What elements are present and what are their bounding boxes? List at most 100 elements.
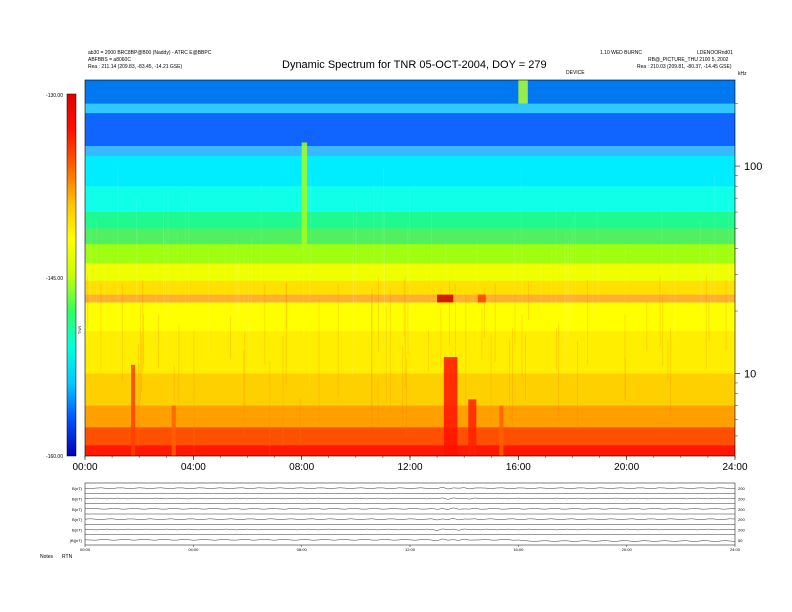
spectrum-streak (555, 199, 557, 333)
colorbar (66, 93, 77, 457)
spectrum-band-8 (85, 244, 735, 264)
spectrum-streak (407, 284, 409, 355)
spectrum-band-2 (85, 113, 735, 147)
spectrum-streak (286, 282, 288, 330)
spectrum-streak (163, 217, 165, 351)
spectrum-streak (371, 293, 372, 428)
x-tick-label: 20:00 (614, 462, 639, 473)
panel-row-label: |B|(nT) (70, 538, 83, 543)
spectrum-streak (236, 237, 238, 317)
spectrum-streak (167, 191, 169, 318)
spectrum-band-16 (85, 427, 735, 446)
spectrum-bands (85, 80, 735, 456)
spectrum-streak (352, 255, 353, 377)
panel-tick-label: 00:00 (80, 547, 91, 552)
spectrum-band-6 (85, 212, 735, 229)
header-info-left-1: ab30 = 2000 BRC8BP@B00 (Naddy) - ATRC E@… (88, 50, 212, 56)
spectrum-streak (163, 190, 164, 303)
spectrum-band-14 (85, 373, 735, 407)
spectrum-streak (731, 187, 733, 307)
spectrum-streak (244, 331, 246, 414)
spectrum-streak (138, 344, 139, 448)
spectrum-streak (699, 220, 701, 311)
spectrum-streak (624, 314, 626, 399)
spectrum-band-4 (85, 155, 735, 187)
panel-row-label: B(nT) (72, 507, 83, 512)
spectrum-streak (352, 211, 354, 323)
spectrum-streak (624, 247, 626, 308)
spectrum-streak (264, 283, 266, 365)
spectrum-streak (243, 251, 245, 351)
spectrum-streak (193, 329, 195, 455)
spectrum-streak (384, 251, 385, 306)
chart-title: Dynamic Spectrum for TNR 05-OCT-2004, DO… (282, 59, 547, 71)
header-info-right-1: 1.10 WED BURNC (600, 50, 642, 56)
spectrum-streak (481, 308, 483, 360)
spectrum-streak (565, 235, 566, 367)
spectrum-streak (188, 191, 190, 301)
panel-trace (84, 507, 736, 510)
spectrum-band-1 (85, 103, 735, 114)
spectrum-streak (705, 275, 707, 370)
y-tick-label: 100 (744, 161, 762, 173)
spectrum-burst-0 (443, 357, 458, 456)
spectrum-streak (353, 247, 354, 372)
spectrum-streak (587, 280, 589, 365)
spectrum-streak (670, 328, 671, 419)
panel-tick-label: 08:00 (297, 547, 308, 552)
spectrum-streak (431, 207, 432, 340)
spectrum-streak (520, 170, 522, 298)
spectrum-streak (407, 226, 408, 352)
spectrum-streak (285, 283, 287, 385)
spectrum-streak (714, 173, 716, 301)
panel-row-value: 200 (738, 528, 745, 533)
spectrum-streak (514, 234, 515, 305)
spectrum-streak (524, 334, 526, 401)
spectrum-streak (556, 328, 557, 370)
colorbar-tick-mid: -145.00 (46, 276, 63, 282)
spectrum-streak (476, 237, 478, 357)
spectrum-streak (373, 186, 375, 304)
spectrum-burst-1 (468, 399, 477, 456)
spectrum-streak (659, 275, 661, 348)
spectrum-streak (140, 333, 142, 392)
spectrum-streak (90, 220, 92, 316)
spectrum-streak (551, 251, 552, 327)
spectrum-streak (185, 204, 187, 320)
spectrum-streak (490, 333, 492, 424)
spectrum-streak (121, 282, 123, 382)
spectrum-streak (234, 252, 236, 375)
spectrum-streak (382, 168, 384, 298)
spectrum-streak (247, 256, 249, 357)
spectrum-band-11 (85, 294, 735, 303)
spectrum-band-3 (85, 145, 735, 157)
colorbar-tick-top: -130.00 (46, 93, 63, 99)
spectrum-streak (661, 210, 663, 299)
panel-tick-label: 24:00 (730, 547, 741, 552)
x-tick-label: 00:00 (72, 462, 97, 473)
spectrum-streak (598, 243, 600, 320)
spectrum-streak (118, 265, 120, 362)
spectrum-streak (646, 300, 648, 352)
spectrum-streak (377, 276, 379, 352)
spectrum-streak (667, 339, 669, 381)
spectrum-streak (140, 304, 141, 403)
spectrum-streak (310, 172, 312, 297)
spectrum-streak (89, 256, 91, 364)
spectrum-streak (455, 261, 457, 302)
spectrum-streak (708, 298, 710, 342)
spectrum-streak (238, 258, 240, 317)
spectrum-streak (138, 364, 140, 430)
spectrum-streak (371, 287, 373, 423)
spectrum-streak (207, 250, 209, 355)
spectrum-streak (445, 236, 447, 326)
panel-trace (84, 538, 736, 542)
spectrum-streak (673, 248, 675, 340)
spectrum-streak (408, 247, 409, 351)
spectrum-streak (165, 234, 167, 359)
spectrum-streak (142, 279, 144, 373)
panel-tick-label: 12:00 (405, 547, 416, 552)
header-info-right-1b: LDENOORnd01 (697, 50, 733, 56)
spectrum-band-15 (85, 405, 735, 428)
